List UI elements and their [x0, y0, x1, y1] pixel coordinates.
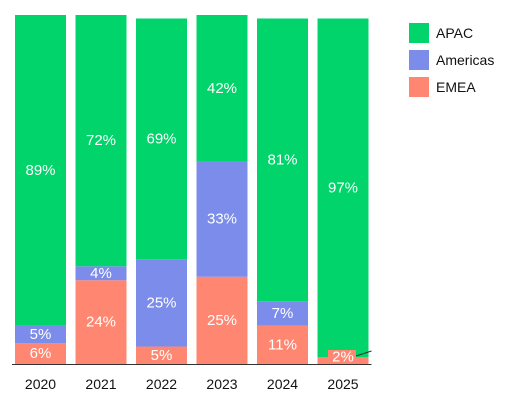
x-tick-2021: 2021 — [85, 376, 116, 392]
leader-line-2025 — [355, 350, 372, 357]
bar-americas-2023 — [196, 161, 248, 277]
legend-item-americas: Americas — [409, 50, 494, 70]
x-tick-2022: 2022 — [146, 376, 177, 392]
bar-apac-2023 — [196, 15, 248, 162]
bar-apac-2024 — [257, 18, 308, 302]
bar-emea-2021 — [75, 280, 127, 364]
bar-emea-2022 — [136, 346, 187, 364]
data-label-emea-2021: 24% — [86, 314, 116, 331]
bar-emea-2020 — [15, 343, 66, 364]
data-label-apac-2025: 97% — [328, 179, 358, 196]
data-label-emea-2020: 6% — [30, 345, 52, 362]
data-label-americas-2022: 25% — [146, 294, 176, 311]
bar-emea-2023 — [196, 276, 248, 364]
bar-americas-2020 — [15, 325, 66, 344]
legend-item-apac: APAC — [409, 23, 494, 43]
legend-item-emea: EMEA — [409, 77, 494, 97]
bar-americas-2024 — [257, 301, 308, 326]
bar-apac-2025 — [317, 18, 369, 358]
legend: APAC Americas EMEA — [409, 23, 494, 104]
data-label-americas-2023: 33% — [207, 211, 237, 228]
data-label-apac-2021: 72% — [86, 132, 116, 149]
legend-swatch-apac — [409, 23, 429, 43]
data-label-emea-2024: 11% — [268, 336, 297, 353]
data-label-apac-2023: 42% — [207, 80, 237, 97]
data-label-americas-2024: 7% — [272, 305, 294, 322]
legend-label-emea: EMEA — [436, 79, 476, 95]
data-label-emea-2022: 5% — [151, 347, 173, 364]
legend-swatch-americas — [409, 50, 429, 70]
x-tick-labels: 2020 2021 2022 2023 2024 2025 — [25, 376, 359, 392]
data-label-apac-2022: 69% — [146, 130, 176, 147]
bars-layer: 6% 5% 89% 24% 4% 72% 5% 25% 69% 25% 33% 42% 11% 7% 81%… — [15, 15, 372, 366]
x-tick-2023: 2023 — [206, 376, 237, 392]
data-label-apac-2024: 81% — [267, 151, 297, 168]
data-label-apac-2020: 89% — [25, 162, 55, 179]
bar-emea-2024 — [257, 325, 308, 364]
x-tick-2025: 2025 — [327, 376, 358, 392]
label-bg-emea-2025 — [328, 350, 356, 364]
bar-americas-2022 — [136, 259, 187, 347]
legend-label-apac: APAC — [436, 25, 474, 41]
bar-americas-2021 — [75, 266, 127, 281]
data-label-emea-2023: 25% — [207, 312, 237, 329]
bar-apac-2022 — [136, 18, 187, 260]
data-label-americas-2020: 5% — [30, 326, 52, 343]
data-label-americas-2021: 4% — [90, 265, 112, 282]
bar-apac-2021 — [75, 15, 127, 267]
bar-apac-2020 — [15, 15, 66, 326]
x-tick-2024: 2024 — [267, 376, 298, 392]
data-label-emea-2025: 2% — [332, 349, 354, 366]
legend-label-americas: Americas — [436, 52, 495, 68]
x-tick-2020: 2020 — [25, 376, 56, 392]
legend-swatch-emea — [409, 77, 429, 97]
